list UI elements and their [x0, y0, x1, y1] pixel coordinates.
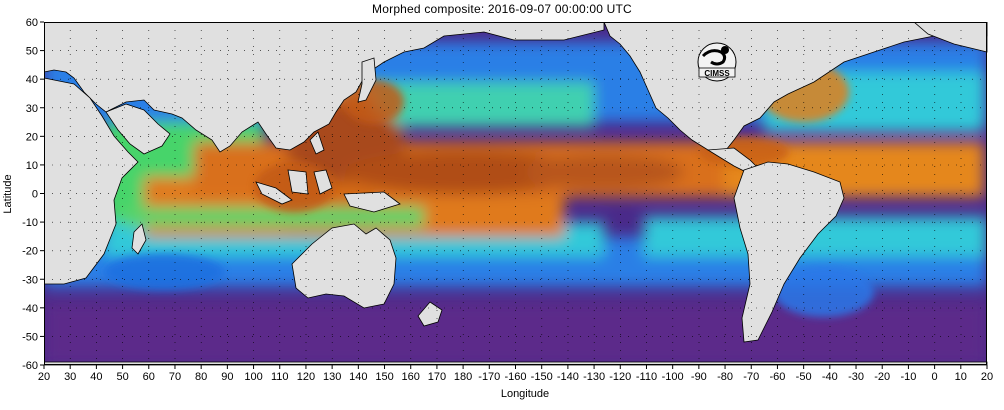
cimss-logo: CIMSS: [697, 42, 737, 82]
y-tick-label: 0: [32, 189, 38, 201]
x-tick-label: 130: [323, 371, 341, 383]
y-tick-label: -30: [22, 274, 38, 286]
x-tick-label: -40: [822, 371, 838, 383]
y-tick-label: -50: [22, 331, 38, 343]
x-tick-label: -50: [796, 371, 812, 383]
svg-text:CIMSS: CIMSS: [704, 69, 730, 78]
x-tick-label: -20: [874, 371, 890, 383]
x-tick-label: -160: [504, 371, 526, 383]
x-tick-label: 120: [297, 371, 315, 383]
x-tick-label: 140: [349, 371, 367, 383]
y-tick-label: 10: [26, 160, 38, 172]
x-tick-label: -30: [848, 371, 864, 383]
y-tick-label: -10: [22, 217, 38, 229]
x-tick-label: 110: [271, 371, 289, 383]
y-tick-label: 30: [26, 103, 38, 115]
x-tick-label: -170: [478, 371, 500, 383]
x-tick-label: -150: [531, 371, 553, 383]
x-tick-label: -70: [743, 371, 759, 383]
x-tick-label: 80: [195, 371, 207, 383]
y-axis-label: Latitude: [2, 174, 14, 214]
x-tick-label: 20: [981, 371, 993, 383]
x-tick-label: -90: [691, 371, 707, 383]
x-tick-label: 170: [428, 371, 446, 383]
x-tick-label: 100: [244, 371, 262, 383]
moisture-field: [44, 22, 987, 365]
x-axis-label: Longitude: [500, 388, 550, 400]
x-tick-label: -60: [769, 371, 785, 383]
map-title: Morphed composite: 2016-09-07 00:00:00 U…: [372, 2, 632, 16]
x-tick-label: 20: [38, 371, 50, 383]
x-tick-label: 10: [955, 371, 967, 383]
precipitable-water-map: CIMSS: [44, 22, 988, 366]
y-tick-label: 50: [26, 46, 38, 58]
x-tick-label: 30: [64, 371, 76, 383]
y-tick-label: -20: [22, 246, 38, 258]
x-tick-label: -80: [717, 371, 733, 383]
x-tick-label: -110: [636, 371, 657, 383]
x-tick-label: 70: [169, 371, 181, 383]
x-tick-label: 160: [402, 371, 420, 383]
map-frame: [44, 22, 987, 365]
x-tick-label: -120: [609, 371, 631, 383]
x-tick-label: 60: [143, 371, 155, 383]
y-tick-label: -60: [22, 360, 38, 372]
x-tick-label: -10: [900, 371, 916, 383]
y-tick-label: 60: [26, 17, 38, 29]
x-tick-label: 40: [90, 371, 102, 383]
x-tick-label: -130: [583, 371, 605, 383]
x-tick-label: 0: [932, 371, 938, 383]
x-tick-label: 90: [221, 371, 233, 383]
x-tick-label: 180: [454, 371, 472, 383]
x-tick-label: 50: [116, 371, 128, 383]
y-tick-label: -40: [22, 303, 38, 315]
y-tick-label: 40: [26, 74, 38, 86]
x-tick-label: -100: [662, 371, 684, 383]
x-tick-label: -140: [557, 371, 579, 383]
y-tick-label: 20: [26, 131, 38, 143]
x-tick-label: 150: [375, 371, 393, 383]
